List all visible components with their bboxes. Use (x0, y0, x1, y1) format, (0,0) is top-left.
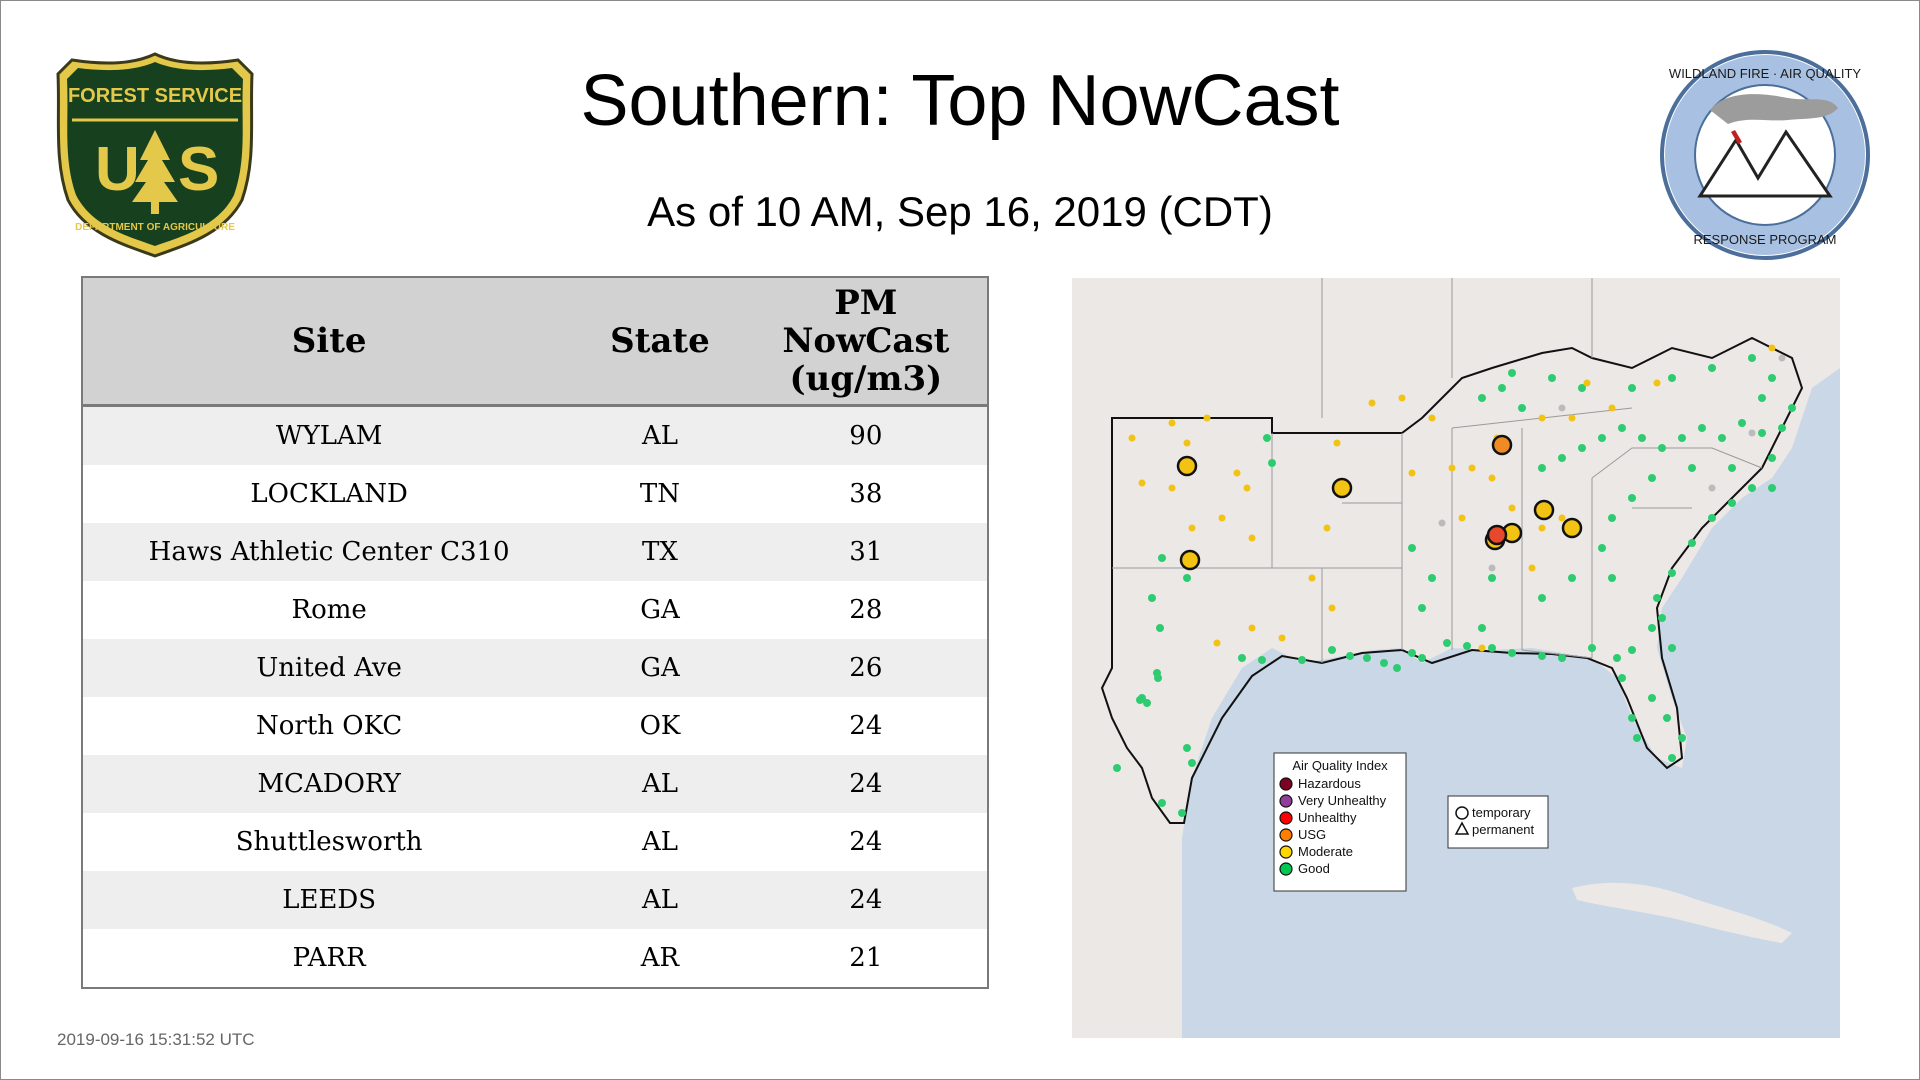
response-program-text: RESPONSE PROGRAM (1693, 232, 1836, 247)
logo-letter-s: S (178, 135, 219, 204)
cell-pm: 21 (744, 929, 988, 988)
cell-site: MCADORY (82, 755, 576, 813)
page-title: Southern: Top NowCast (580, 61, 1340, 141)
legend-label: Good (1298, 861, 1330, 876)
cell-state: AL (575, 755, 745, 813)
cell-site: WYLAM (82, 405, 576, 465)
cell-state: AL (575, 405, 745, 465)
cell-site: Rome (82, 581, 576, 639)
permanent-triangle-icon (1454, 821, 1470, 835)
legend-swatch (1279, 862, 1293, 876)
shape-legend-temporary: temporary (1472, 805, 1531, 820)
legend-swatch (1279, 828, 1293, 842)
cell-pm: 90 (744, 405, 988, 465)
cell-state: AL (575, 871, 745, 929)
aqi-legend: Air Quality Index Hazardous Very Unhealth… (1273, 752, 1407, 892)
nowcast-table: Site State PM NowCast (ug/m3) WYLAM AL 90 … (81, 276, 989, 989)
table-row: LEEDS AL 24 (82, 871, 988, 929)
cell-pm: 26 (744, 639, 988, 697)
table-row: PARR AR 21 (82, 929, 988, 988)
table-row: WYLAM AL 90 (82, 405, 988, 465)
forest-service-logo: FOREST SERVICE U S DEPARTMENT OF AGRICUL… (56, 52, 254, 258)
cell-state: TX (575, 523, 745, 581)
cell-site: PARR (82, 929, 576, 988)
header-pm-line2: NowCast (782, 321, 950, 361)
cell-pm: 24 (744, 697, 988, 755)
legend-label: Very Unhealthy (1298, 793, 1387, 808)
table-header-row: Site State PM NowCast (ug/m3) (82, 277, 988, 407)
header-pm-nowcast: PM NowCast (ug/m3) (744, 277, 988, 407)
legend-items: Hazardous Very Unhealthy Unhealthy USG Moder… (1279, 776, 1387, 876)
legend-label: Unhealthy (1298, 810, 1357, 825)
timestamp: 2019-09-16 15:31:52 UTC (57, 1030, 255, 1049)
table-row: Haws Athletic Center C310 TX 31 (82, 523, 988, 581)
legend-swatch (1279, 811, 1293, 825)
shape-legend: temporary permanent (1447, 795, 1549, 849)
table-row: MCADORY AL 24 (82, 755, 988, 813)
map-cuba (1572, 882, 1792, 943)
department-of-agriculture-text: DEPARTMENT OF AGRICULTURE (75, 222, 235, 233)
logo-letter-u: U (95, 135, 140, 204)
legend-swatch (1279, 794, 1293, 808)
cell-state: OK (575, 697, 745, 755)
mountains-icon (1697, 129, 1833, 198)
wildland-fire-air-quality-logo: WILDLAND FIRE · AIR QUALITY RESPONSE PRO… (1660, 50, 1870, 260)
table-row: North OKC OK 24 (82, 697, 988, 755)
state-lines (1112, 278, 1763, 663)
cell-pm: 31 (744, 523, 988, 581)
header-site: Site (82, 277, 576, 407)
temporary-monitors (1176, 434, 1583, 571)
cell-state: AR (575, 929, 745, 988)
cell-state: AL (575, 813, 745, 871)
legend-label: Hazardous (1298, 776, 1361, 791)
table-row: Shuttlesworth AL 24 (82, 813, 988, 871)
map-land (1072, 278, 1840, 1038)
table-row: United Ave GA 26 (82, 639, 988, 697)
pine-tree-icon (132, 130, 178, 202)
moderate-monitors (1128, 344, 1776, 652)
cell-site: North OKC (82, 697, 576, 755)
legend-title: Air Quality Index (1292, 758, 1388, 773)
legend-swatch (1279, 845, 1293, 859)
cell-pm: 24 (744, 755, 988, 813)
legend-label: Moderate (1298, 844, 1353, 859)
page-subtitle: As of 10 AM, Sep 16, 2019 (CDT) (647, 188, 1273, 235)
cell-state: TN (575, 465, 745, 523)
header-state: State (575, 277, 745, 407)
cell-site: Shuttlesworth (82, 813, 576, 871)
header-pm-line1: PM (834, 283, 898, 323)
cell-pm: 24 (744, 871, 988, 929)
cell-site: LOCKLAND (82, 465, 576, 523)
wildland-fire-text: WILDLAND FIRE · AIR QUALITY (1669, 66, 1861, 81)
cell-pm: 28 (744, 581, 988, 639)
legend-swatch (1279, 777, 1293, 791)
legend-label: USG (1298, 827, 1326, 842)
air-quality-map: Air Quality Index Hazardous Very Unhealth… (1072, 278, 1840, 1038)
forest-service-text: FOREST SERVICE (68, 85, 242, 107)
header-pm-line3: (ug/m3) (789, 359, 943, 399)
shape-legend-permanent: permanent (1472, 822, 1535, 837)
temporary-circle-icon (1455, 806, 1469, 820)
cell-site: LEEDS (82, 871, 576, 929)
cell-state: GA (575, 639, 745, 697)
cell-state: GA (575, 581, 745, 639)
no-data-monitors (1438, 354, 1786, 572)
cell-pm: 38 (744, 465, 988, 523)
table-row: Rome GA 28 (82, 581, 988, 639)
table-row: LOCKLAND TN 38 (82, 465, 988, 523)
cell-site: United Ave (82, 639, 576, 697)
cell-site: Haws Athletic Center C310 (82, 523, 576, 581)
good-monitors (1113, 354, 1796, 817)
region-boundary (1100, 336, 1804, 824)
cell-pm: 24 (744, 813, 988, 871)
